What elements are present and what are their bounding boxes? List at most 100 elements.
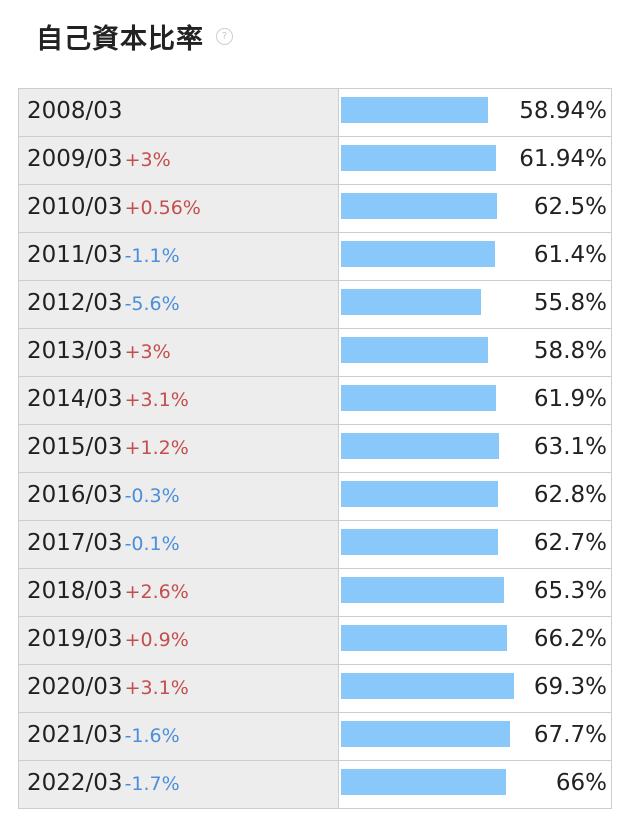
year-label: 2017/03 -0.1% (27, 530, 180, 556)
change-label: -5.6% (124, 293, 180, 315)
value-bar (341, 145, 496, 171)
year-label: 2011/03 -1.1% (27, 242, 180, 268)
value-label: 55.8% (533, 290, 607, 316)
year-label: 2012/03 -5.6% (27, 290, 180, 316)
label-cell: 2008/03 (19, 89, 339, 136)
value-label: 66.2% (533, 626, 607, 652)
year-label: 2022/03 -1.7% (27, 770, 180, 796)
period-text: 2021/03 (27, 722, 123, 748)
value-label: 67.7% (533, 722, 607, 748)
row-divider (19, 184, 611, 185)
table-row: 2018/03 +2.6% 65.3% (19, 569, 611, 617)
table-row: 2016/03 -0.3% 62.8% (19, 473, 611, 521)
value-bar (341, 385, 496, 411)
value-label: 58.94% (519, 98, 607, 124)
period-text: 2014/03 (27, 386, 123, 412)
value-bar (341, 289, 481, 315)
table-row: 2015/03 +1.2% 63.1% (19, 425, 611, 473)
value-bar (341, 529, 498, 555)
period-text: 2022/03 (27, 770, 123, 796)
table-row: 2012/03 -5.6% 55.8% (19, 281, 611, 329)
value-bar (341, 481, 498, 507)
value-label: 58.8% (533, 338, 607, 364)
row-divider (19, 664, 611, 665)
label-cell: 2009/03 +3% (19, 137, 339, 184)
period-text: 2020/03 (27, 674, 123, 700)
value-bar (341, 625, 507, 651)
period-text: 2012/03 (27, 290, 123, 316)
value-label: 62.7% (533, 530, 607, 556)
row-divider (19, 568, 611, 569)
value-bar (341, 673, 515, 699)
row-divider (19, 616, 611, 617)
label-cell: 2022/03 -1.7% (19, 761, 339, 808)
value-label: 61.4% (533, 242, 607, 268)
table-row: 2010/03 +0.56% 62.5% (19, 185, 611, 233)
table-row: 2022/03 -1.7% 66% (19, 761, 611, 809)
year-label: 2015/03 +1.2% (27, 434, 189, 460)
year-label: 2013/03 +3% (27, 338, 171, 364)
label-cell: 2011/03 -1.1% (19, 233, 339, 280)
year-label: 2021/03 -1.6% (27, 722, 180, 748)
label-cell: 2012/03 -5.6% (19, 281, 339, 328)
period-text: 2011/03 (27, 242, 123, 268)
question-circle-icon[interactable]: ? (216, 27, 233, 45)
change-label: +1.2% (124, 437, 189, 459)
table-row: 2020/03 +3.1% 69.3% (19, 665, 611, 713)
row-divider (19, 328, 611, 329)
value-bar (341, 769, 506, 795)
year-label: 2008/03 (27, 98, 123, 124)
change-label: +3% (124, 341, 171, 363)
row-divider (19, 712, 611, 713)
table-row: 2009/03 +3% 61.94% (19, 137, 611, 185)
year-label: 2016/03 -0.3% (27, 482, 180, 508)
row-divider (19, 760, 611, 761)
table-row: 2017/03 -0.1% 62.7% (19, 521, 611, 569)
table-row: 2021/03 -1.6% 67.7% (19, 713, 611, 761)
value-bar (341, 433, 499, 459)
year-label: 2018/03 +2.6% (27, 578, 189, 604)
table-row: 2019/03 +0.9% 66.2% (19, 617, 611, 665)
row-divider (19, 472, 611, 473)
period-text: 2008/03 (27, 98, 123, 124)
value-bar (341, 97, 489, 123)
period-text: 2009/03 (27, 146, 123, 172)
row-divider (19, 376, 611, 377)
change-label: -1.7% (124, 773, 180, 795)
year-label: 2019/03 +0.9% (27, 626, 189, 652)
value-label: 61.94% (519, 146, 607, 172)
label-cell: 2016/03 -0.3% (19, 473, 339, 520)
value-label: 63.1% (533, 434, 607, 460)
value-bar (341, 721, 511, 747)
value-label: 61.9% (533, 386, 607, 412)
value-label: 62.5% (533, 194, 607, 220)
change-label: +3.1% (124, 677, 189, 699)
change-label: +0.9% (124, 629, 189, 651)
period-text: 2010/03 (27, 194, 123, 220)
page-title: 自己資本比率 (36, 23, 204, 55)
label-cell: 2018/03 +2.6% (19, 569, 339, 616)
value-label: 65.3% (533, 578, 607, 604)
row-divider (19, 520, 611, 521)
period-text: 2017/03 (27, 530, 123, 556)
change-label: -0.1% (124, 533, 180, 555)
equity-ratio-table: 2008/03 58.94% 2009/03 +3% 61.94% 2010/03 +0.5… (18, 88, 612, 809)
label-cell: 2014/03 +3.1% (19, 377, 339, 424)
change-label: +2.6% (124, 581, 189, 603)
label-cell: 2019/03 +0.9% (19, 617, 339, 664)
year-label: 2009/03 +3% (27, 146, 171, 172)
value-label: 69.3% (533, 674, 607, 700)
row-divider (19, 424, 611, 425)
year-label: 2010/03 +0.56% (27, 194, 201, 220)
change-label: -0.3% (124, 485, 180, 507)
label-cell: 2010/03 +0.56% (19, 185, 339, 232)
value-bar (341, 193, 498, 219)
label-cell: 2017/03 -0.1% (19, 521, 339, 568)
year-label: 2020/03 +3.1% (27, 674, 189, 700)
value-label: 62.8% (533, 482, 607, 508)
change-label: -1.6% (124, 725, 180, 747)
label-cell: 2015/03 +1.2% (19, 425, 339, 472)
period-text: 2015/03 (27, 434, 123, 460)
period-text: 2019/03 (27, 626, 123, 652)
change-label: +3.1% (124, 389, 189, 411)
